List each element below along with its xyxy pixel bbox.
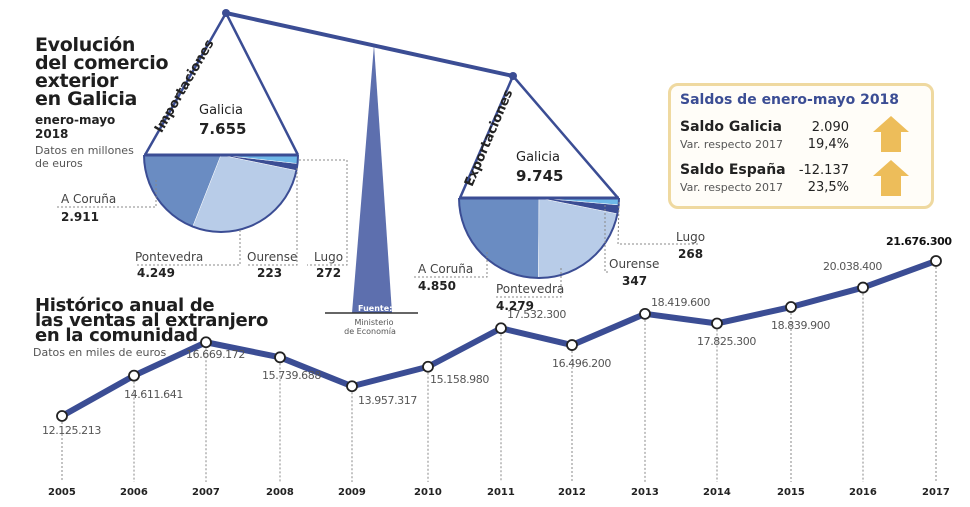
data-label-2016: 20.038.400 bbox=[823, 259, 882, 273]
pivot-right bbox=[509, 72, 517, 80]
imp-lugo-label: Lugo bbox=[314, 250, 344, 264]
data-point-2010 bbox=[422, 360, 434, 373]
data-label-2005: 12.125.213 bbox=[42, 423, 101, 437]
unit-note: Datos en millones de euros bbox=[35, 144, 134, 170]
imp-ourense-value: 223 bbox=[257, 266, 283, 280]
data-point-2011 bbox=[495, 322, 507, 335]
main-title: Evolución del comercio exterior en Galicia bbox=[35, 34, 169, 110]
import-pan-rim bbox=[143, 154, 299, 233]
data-label-2008: 15.739.688 bbox=[262, 369, 321, 383]
x-tick-2006: 2006 bbox=[120, 487, 148, 498]
x-tick-2012: 2012 bbox=[558, 487, 586, 498]
period: enero-mayo 2018 bbox=[35, 113, 116, 141]
x-tick-2010: 2010 bbox=[414, 487, 442, 498]
data-label-2017: 21.676.300 bbox=[886, 234, 952, 248]
saldo-galicia-var-label: Var. respecto 2017 bbox=[680, 138, 784, 151]
data-label-2007: 16.669.172 bbox=[186, 348, 245, 362]
exp-pontevedra-label: Pontevedra bbox=[496, 282, 565, 296]
imp-ourense-label: Ourense bbox=[247, 250, 298, 264]
x-tick-2011: 2011 bbox=[487, 487, 515, 498]
leader-exp-pontevedra bbox=[496, 268, 562, 298]
history-unit: Datos en miles de euros bbox=[33, 346, 167, 359]
data-point-2008 bbox=[274, 351, 286, 364]
data-label-2009: 13.957.317 bbox=[358, 394, 417, 408]
x-tick-2007: 2007 bbox=[192, 487, 220, 498]
x-tick-2014: 2014 bbox=[703, 487, 731, 498]
imp-pontevedra-value: 4.249 bbox=[137, 266, 175, 280]
imp-pontevedra-label: Pontevedra bbox=[135, 250, 204, 264]
data-label-2006: 14.611.641 bbox=[124, 387, 183, 401]
exp-coruna-value: 4.850 bbox=[418, 279, 456, 293]
exp-coruna-label: A Coruña bbox=[418, 262, 474, 276]
data-point-2017 bbox=[930, 255, 942, 267]
pivot-left bbox=[222, 9, 230, 17]
data-point-2009 bbox=[346, 380, 358, 393]
imp-lugo-value: 272 bbox=[316, 266, 342, 280]
x-tick-2008: 2008 bbox=[266, 487, 294, 498]
saldo-galicia-name: Saldo Galicia bbox=[680, 119, 782, 135]
x-tick-2016: 2016 bbox=[849, 487, 877, 498]
up-arrow-icon bbox=[873, 116, 909, 152]
leader-exp-coruna bbox=[412, 252, 488, 278]
data-label-2014: 17.825.300 bbox=[697, 335, 756, 349]
exp-lugo-label: Lugo bbox=[676, 230, 706, 244]
data-point-2014 bbox=[711, 317, 723, 330]
scale-stand bbox=[352, 45, 392, 313]
x-tick-2009: 2009 bbox=[338, 487, 366, 498]
data-point-2013 bbox=[639, 307, 651, 320]
data-label-2011: 17.532.300 bbox=[507, 308, 566, 322]
up-arrow-icon bbox=[873, 160, 909, 196]
saldo-galicia-value: 2.090 bbox=[811, 120, 849, 135]
scale-beam bbox=[225, 11, 514, 78]
data-point-2005 bbox=[56, 410, 68, 422]
saldo-espana-var-label: Var. respecto 2017 bbox=[680, 181, 784, 194]
leader-exp-lugo bbox=[617, 201, 700, 245]
leader-imp-coruna bbox=[55, 180, 157, 208]
exp-ourense-label: Ourense bbox=[609, 257, 660, 271]
leader-imp-pontevedra bbox=[135, 230, 241, 266]
data-point-2012 bbox=[566, 339, 578, 351]
history-title: Histórico anual de las ventas al extranje… bbox=[35, 295, 269, 346]
exp-lugo-value: 268 bbox=[678, 247, 704, 261]
saldos-title: Saldos de enero-mayo 2018 bbox=[680, 92, 900, 108]
source-label: Fuente: bbox=[358, 304, 393, 313]
leader-imp-lugo bbox=[299, 159, 348, 266]
exp-pontevedra-value: 4.279 bbox=[496, 299, 534, 313]
leader-exp-ourense bbox=[604, 205, 609, 273]
leader-imp-ourense bbox=[247, 168, 298, 266]
x-tick-2017: 2017 bbox=[922, 487, 950, 498]
saldos-box: Saldos de enero-mayo 2018 Saldo Galicia … bbox=[668, 83, 934, 209]
imp-total: 7.655 bbox=[199, 120, 247, 138]
x-tick-2005: 2005 bbox=[48, 487, 76, 498]
data-label-2013: 18.419.600 bbox=[651, 295, 710, 309]
saldo-galicia-var: 19,4% bbox=[807, 137, 849, 152]
source-text: Ministerio de Economía bbox=[344, 318, 396, 336]
data-point-2015 bbox=[785, 301, 797, 313]
data-label-2010: 15.158.980 bbox=[430, 372, 489, 386]
saldo-espana-var: 23,5% bbox=[807, 180, 849, 195]
x-tick-2013: 2013 bbox=[631, 487, 659, 498]
data-point-2006 bbox=[128, 369, 140, 382]
saldo-espana-name: Saldo España bbox=[680, 162, 786, 178]
saldo-espana-value: -12.137 bbox=[798, 163, 849, 178]
imp-coruna-label: A Coruña bbox=[61, 192, 117, 206]
exp-ourense-value: 347 bbox=[622, 274, 648, 288]
imp-total-label: Galicia bbox=[199, 103, 243, 118]
data-label-2012: 16.496.200 bbox=[552, 357, 611, 371]
export-pan-rim bbox=[458, 197, 620, 279]
imp-coruna-value: 2.911 bbox=[61, 210, 99, 224]
data-label-2015: 18.839.900 bbox=[771, 319, 830, 333]
data-point-2016 bbox=[857, 281, 869, 294]
x-tick-2015: 2015 bbox=[777, 487, 805, 498]
data-point-2007 bbox=[200, 336, 212, 349]
exp-total: 9.745 bbox=[516, 167, 564, 185]
exp-total-label: Galicia bbox=[516, 150, 560, 165]
